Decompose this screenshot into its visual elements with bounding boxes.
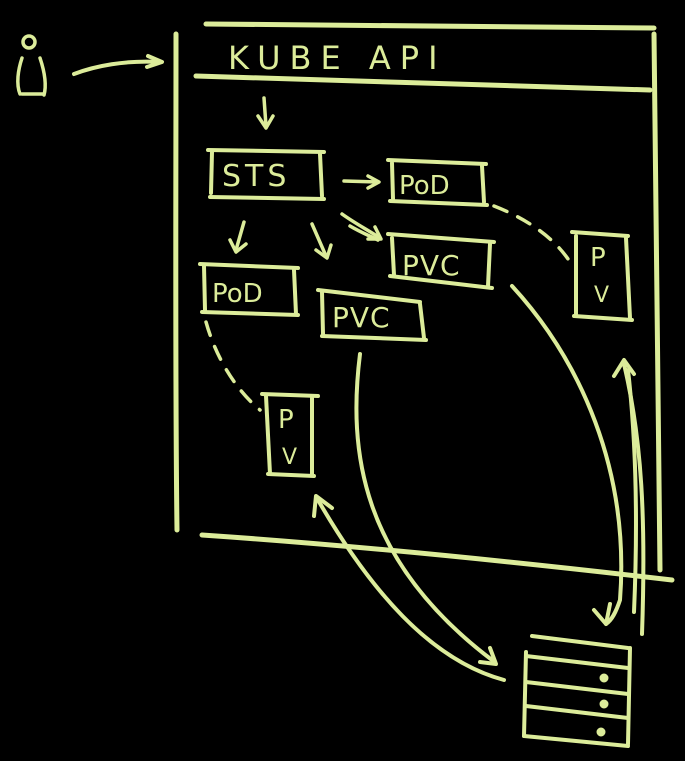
pvc-center-label: PVC [332,301,391,334]
pv-left-label-p: P [278,405,294,435]
pv-right-label-p: P [590,243,606,273]
pv-right-label-v: V [594,283,609,308]
pod-top-label: PoD [399,171,450,201]
pvc-right-label: PVC [402,249,461,282]
sts-label: STS [222,159,290,194]
pv-left-label-v: V [282,445,297,470]
kube-api-label: KUBE API [228,39,447,77]
pod-left-label: PoD [212,279,263,309]
